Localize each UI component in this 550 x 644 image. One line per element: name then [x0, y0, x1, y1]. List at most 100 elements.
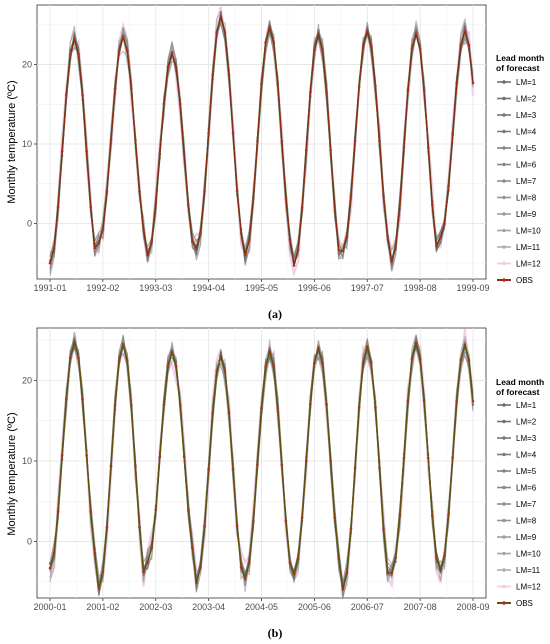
series-point-obs: [284, 196, 288, 200]
series-lines-b: [48, 328, 475, 600]
legend-swatch-point: [502, 212, 506, 216]
x-tick-label: 2008-09: [456, 602, 489, 612]
series-point-obs: [260, 406, 263, 410]
series-point-obs: [150, 240, 153, 243]
legend-label: LM=1: [516, 401, 537, 410]
legend-label: LM=2: [516, 418, 537, 427]
series-point-lm1: [337, 251, 340, 255]
legend-label: LM=6: [516, 484, 537, 493]
series-point-obs: [398, 203, 402, 206]
series-point-obs: [219, 15, 223, 19]
series-point-obs: [174, 65, 178, 69]
y-axis-label-a: Monthly temperature (ºC): [6, 80, 18, 203]
legend-swatch-point: [502, 403, 506, 407]
series-point-obs: [162, 403, 166, 406]
legend-swatch-point: [502, 485, 506, 490]
series-point-obs: [69, 356, 72, 359]
series-point-obs: [215, 370, 219, 373]
series-point-obs: [150, 546, 153, 549]
series-point-obs: [406, 89, 410, 92]
x-tick-label: 2000-01: [33, 602, 66, 612]
legend-item-lm2: LM=2: [497, 418, 537, 427]
series-point-lm1: [292, 576, 296, 579]
legend-swatch-point: [502, 601, 506, 605]
x-tick-label: 1992-02: [86, 283, 119, 293]
series-point-obs: [199, 231, 202, 235]
legend-swatch-point: [502, 551, 506, 556]
series-point-lm1: [439, 241, 442, 244]
series-point-obs: [394, 556, 398, 559]
series-point-obs: [467, 358, 471, 362]
series-point-obs: [162, 102, 166, 106]
x-tick-label: 1998-08: [404, 283, 437, 293]
series-point-obs: [296, 248, 300, 252]
series-point-obs: [231, 131, 235, 135]
legend-swatch-point: [502, 568, 506, 572]
series-point-obs: [451, 133, 454, 136]
series-point-obs: [410, 47, 414, 51]
x-tick-label: 1991-01: [33, 283, 66, 293]
series-point-obs: [370, 361, 373, 365]
series-point-obs: [207, 131, 210, 135]
legend-swatch-point: [502, 261, 506, 266]
series-point-obs: [422, 399, 426, 403]
series-point-obs: [247, 561, 251, 564]
y-axis-a: 0 10 20: [22, 60, 37, 228]
legend-swatch-point: [502, 584, 506, 589]
series-point-obs: [309, 90, 312, 94]
series-point-obs: [280, 139, 284, 143]
legend-swatch-point: [502, 419, 506, 424]
legend-swatch-point: [502, 245, 506, 249]
series-point-obs: [426, 146, 430, 149]
legend-b: Lead month of forecast LM=1 LM=2 LM=3 LM=4 L…: [496, 377, 544, 608]
series-point-obs: [329, 148, 332, 152]
legend-label: OBS: [516, 599, 533, 608]
series-point-obs: [414, 342, 418, 345]
series-point-lm1: [435, 248, 438, 251]
series-point-obs: [304, 148, 308, 152]
series-point-lm1: [244, 256, 247, 259]
series-point-obs: [471, 400, 475, 403]
legend-label: LM=10: [516, 550, 541, 559]
series-point-obs: [146, 253, 149, 257]
series-point-obs: [467, 43, 471, 47]
legend-item-lm12: LM=12: [497, 583, 541, 592]
legend-item-lm12: LM=12: [497, 260, 541, 269]
series-point-obs: [288, 238, 292, 242]
series-point-obs: [174, 364, 178, 368]
series-point-obs: [264, 365, 267, 368]
x-tick-label: 2004-05: [245, 602, 278, 612]
legend-title-line2-b: of forecast: [496, 387, 540, 397]
series-point-obs: [146, 560, 149, 564]
legend-title-line1-b: Lead month: [496, 377, 544, 387]
series-point-obs: [357, 84, 361, 88]
series-point-obs: [138, 525, 141, 529]
series-point-obs: [414, 32, 418, 35]
series-point-obs: [321, 361, 324, 365]
series-point-obs: [435, 244, 438, 248]
y-tick-label: 10: [22, 139, 32, 149]
legend-label: LM=8: [516, 194, 537, 203]
series-point-obs: [300, 206, 304, 210]
series-point-obs: [243, 253, 247, 257]
series-point-obs: [443, 554, 446, 557]
legend-label: LM=1: [516, 78, 537, 87]
series-point-obs: [422, 89, 426, 92]
legend-item-obs: OBS: [497, 599, 533, 608]
caption-a: (a): [268, 307, 282, 321]
series-point-obs: [471, 81, 475, 85]
legend-item-lm2: LM=2: [497, 95, 537, 104]
series-point-obs: [142, 228, 145, 231]
legend-item-lm11: LM=11: [497, 243, 541, 252]
legend-item-lm5: LM=5: [497, 467, 537, 476]
series-point-obs: [154, 203, 158, 207]
series-point-obs: [313, 361, 316, 365]
series-point-obs: [109, 138, 113, 142]
series-point-obs: [235, 189, 239, 193]
series-point-obs: [451, 456, 454, 460]
series-point-obs: [52, 551, 56, 555]
series-point-obs: [337, 557, 341, 561]
series-point-obs: [125, 359, 129, 362]
legend-swatch-point: [502, 535, 506, 539]
series-point-obs: [109, 464, 113, 468]
